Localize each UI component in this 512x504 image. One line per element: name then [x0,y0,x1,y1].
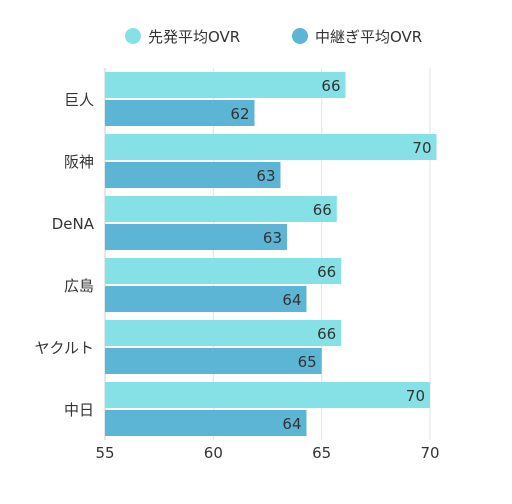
data-label-starter-5: 70 [406,387,425,405]
category-label-5: 中日 [64,401,94,419]
data-label-starter-3: 66 [317,263,336,281]
category-label-4: ヤクルト [34,339,94,357]
data-label-reliever-3: 64 [282,291,301,309]
category-label-0: 巨人 [64,91,94,109]
category-label-3: 広島 [64,277,94,295]
legend-swatch-1[interactable] [292,28,308,44]
bar-starter-3[interactable] [105,258,342,284]
data-label-reliever-0: 62 [230,105,249,123]
bar-starter-2[interactable] [105,196,337,222]
data-label-starter-1: 70 [412,139,431,157]
category-label-1: 阪神 [64,153,94,171]
x-tick-label-70: 70 [420,444,439,462]
bar-reliever-3[interactable] [105,286,307,312]
data-label-starter-0: 66 [321,77,340,95]
data-label-reliever-4: 65 [298,353,317,371]
data-label-reliever-1: 63 [256,167,275,185]
x-tick-label-60: 60 [204,444,223,462]
bar-starter-5[interactable] [105,382,430,408]
data-label-starter-2: 66 [313,201,332,219]
bar-reliever-5[interactable] [105,410,307,436]
x-axis-ticks: 55 60 65 70 [95,444,439,462]
bar-reliever-1[interactable] [105,162,281,188]
data-label-reliever-2: 63 [263,229,282,247]
category-label-2: DeNA [52,215,95,233]
gridlines [104,68,431,440]
legend: 先発平均OVR 中継ぎ平均OVR [125,28,422,46]
bar-starter-1[interactable] [105,134,437,160]
bar-reliever-0[interactable] [105,100,255,126]
x-tick-label-65: 65 [312,444,331,462]
data-label-starter-4: 66 [317,325,336,343]
legend-label-0[interactable]: 先発平均OVR [148,28,240,46]
x-tick-label-55: 55 [95,444,114,462]
legend-swatch-0[interactable] [125,28,141,44]
bar-reliever-2[interactable] [105,224,287,250]
bar-reliever-4[interactable] [105,348,322,374]
bar-starter-4[interactable] [105,320,342,346]
bar-starter-0[interactable] [105,72,346,98]
legend-label-1[interactable]: 中継ぎ平均OVR [315,28,422,46]
data-label-reliever-5: 64 [282,415,301,433]
